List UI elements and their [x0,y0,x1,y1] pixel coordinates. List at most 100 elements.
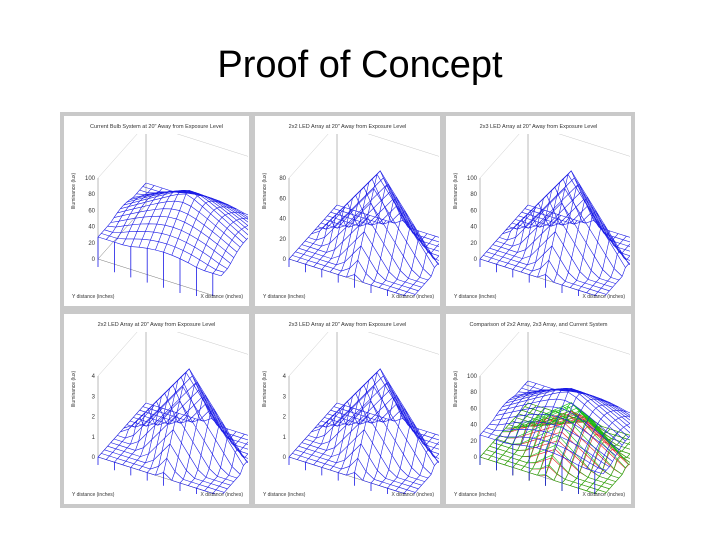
mesh-line [492,413,616,456]
mesh-line [511,407,630,459]
mesh-line [179,200,229,259]
z-tick-label: 0 [283,257,287,263]
z-tick-label: 60 [470,208,477,214]
mesh-line [395,236,439,293]
mesh-line [117,386,241,475]
x-axis-label: X distance (inches) [391,294,434,300]
mesh-line [502,405,626,468]
z-tick-label: 80 [470,192,477,198]
mesh-line [136,396,248,450]
axis-line [97,332,138,377]
z-tick-label: 3 [283,394,287,400]
mesh-line [508,177,630,265]
mesh-line [561,419,611,484]
mesh-line [561,196,611,286]
y-axis-label: Y distance (inches) [263,294,306,300]
mesh-line [146,190,196,249]
y-axis-label: Y distance (inches) [454,492,497,498]
axis-line [479,134,520,179]
mesh-line [110,215,234,258]
mesh-line [370,394,420,484]
mesh-line [586,236,630,293]
mesh-line [594,250,630,296]
mesh-line [403,250,439,296]
mesh-line [179,394,229,484]
z-tick-label: 60 [470,406,477,412]
mesh-line [105,405,155,460]
mesh-line [113,208,238,253]
mesh-line [122,190,171,245]
panel-title: Comparison of 2x2 Array, 2x3 Array, and … [469,322,608,328]
mesh-line [413,461,439,494]
panel-title: 2x3 LED Array at 20" Away from Exposure … [288,322,407,328]
mesh-line [222,461,248,494]
axis-line [558,134,630,157]
mesh-line [288,456,407,494]
z-tick-label: 80 [88,192,95,198]
mesh-line [327,396,439,450]
mesh-line [329,392,379,471]
mesh-line [504,388,553,443]
surface-plot: 4 3 2 1 0 [92,332,248,494]
z-tick-label: 20 [88,241,95,247]
mesh-line [107,223,231,264]
mesh-line [604,463,630,494]
mesh-line [308,188,432,277]
mesh-line [305,210,354,265]
axis-line [367,134,439,157]
mesh-line [354,170,403,275]
z-tick-label: 4 [283,374,287,380]
mesh-line [295,443,419,490]
x-axis-label: X distance (inches) [391,492,434,498]
mesh-line [97,456,216,494]
mesh-line [537,178,586,278]
mesh-line [512,413,562,468]
panel-title: 2x3 LED Array at 20" Away from Exposure … [479,124,598,130]
mesh-line [117,200,241,248]
mesh-line [138,190,188,248]
mesh-line [578,434,627,489]
z-tick-label: 4 [92,374,96,380]
mesh-line [126,375,248,463]
z-tick-label: 40 [279,217,286,223]
mesh-line [142,406,248,441]
mesh-line [296,405,346,460]
plot-panel-3: 2x3 LED Array at 20" Away from Exposure … [446,116,631,306]
z-tick-label: 100 [85,176,96,182]
mesh-line [212,225,248,274]
plot-panel-4: 2x2 LED Array at 20" Away from Exposure … [64,314,249,504]
mesh-line [317,177,439,265]
mesh-line [489,444,613,486]
mesh-line [110,414,234,482]
mesh-line [495,406,620,451]
z-tick-label: 2 [92,415,96,421]
mesh-line [518,412,630,450]
z-axis-label: Illuminance (lux) [71,172,77,210]
mesh-line [138,392,188,471]
panel-title: 2x2 LED Array at 20" Away from Exposure … [288,124,407,130]
mesh-line [553,183,602,283]
mesh-line [521,205,630,247]
z-axis-label: Illuminance (lux) [71,370,77,408]
mesh-line [321,400,371,468]
axis-line [97,204,147,260]
x-axis-label: X distance (inches) [200,294,243,300]
mesh-line [288,258,407,296]
z-tick-label: 40 [470,225,477,231]
z-tick-label: 0 [92,455,96,461]
mesh-line [602,435,630,475]
x-axis-label: X distance (inches) [582,294,625,300]
mesh-line [329,194,379,273]
mesh-line [333,406,439,441]
axis-line [558,332,630,355]
mesh-line [107,429,231,486]
mesh-line [487,383,537,438]
mesh-line [220,237,248,277]
mesh-line [486,427,610,468]
x-axis-label: X distance (inches) [582,492,625,498]
mesh-line [139,403,248,445]
mesh-line [387,421,436,489]
mesh-line [155,376,204,476]
mesh-line [479,456,598,494]
z-tick-label: 0 [92,257,96,263]
